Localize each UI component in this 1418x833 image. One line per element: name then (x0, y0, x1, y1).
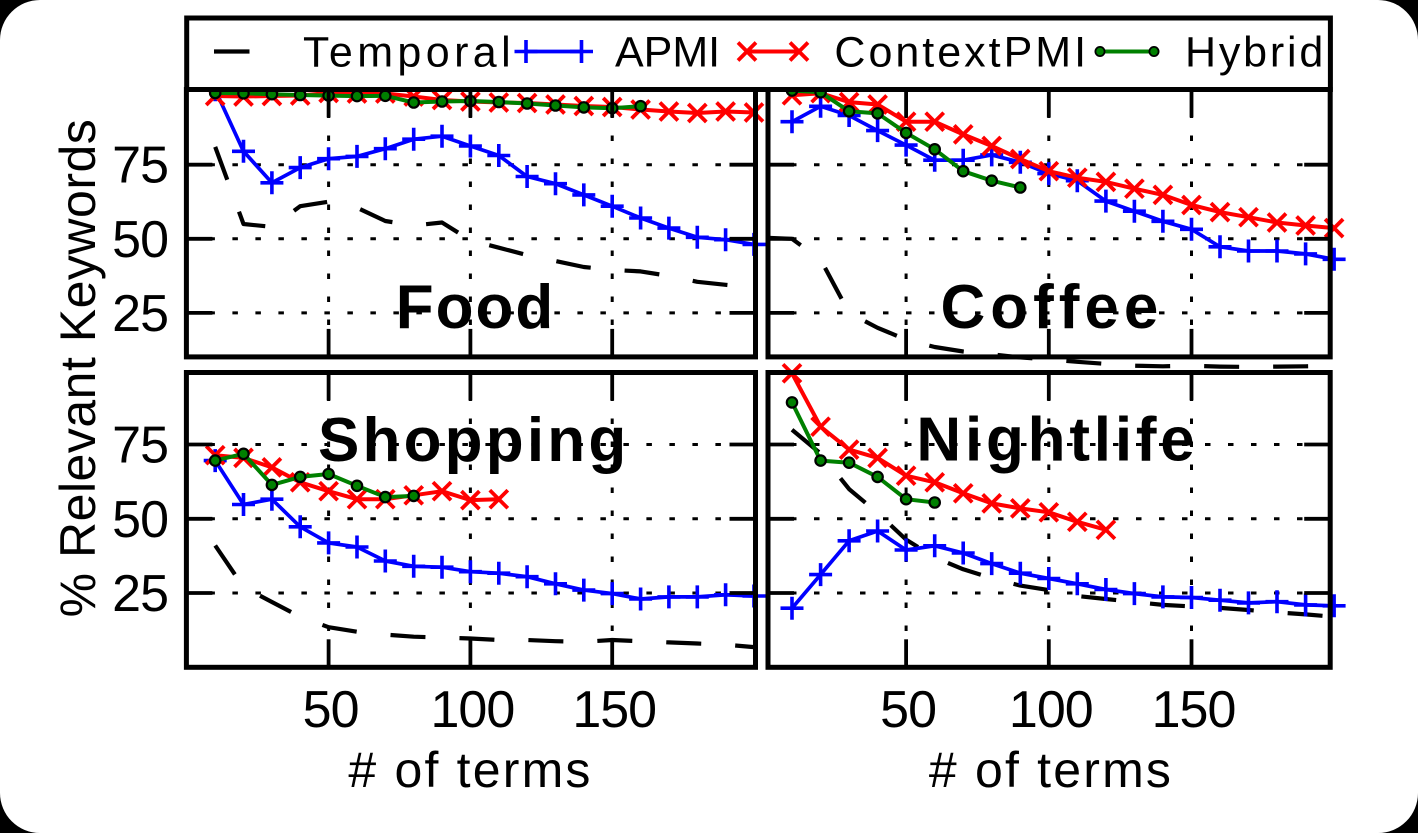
svg-text:25: 25 (112, 565, 168, 623)
svg-text:% Relevant Keywords: % Relevant Keywords (50, 119, 106, 618)
svg-text:150: 150 (572, 681, 656, 739)
svg-text:50: 50 (112, 491, 168, 549)
svg-text:Hybrid: Hybrid (1185, 28, 1326, 76)
svg-text:100: 100 (1009, 681, 1093, 739)
svg-text:50: 50 (880, 681, 936, 739)
svg-text:APMI: APMI (615, 28, 720, 76)
svg-text:25: 25 (112, 285, 168, 343)
svg-text:100: 100 (431, 681, 515, 739)
svg-text:50: 50 (303, 681, 359, 739)
svg-text:# of terms: # of terms (929, 742, 1173, 798)
svg-text:75: 75 (112, 417, 168, 475)
svg-text:75: 75 (112, 137, 168, 195)
svg-text:150: 150 (1152, 681, 1236, 739)
svg-text:ContextPMI: ContextPMI (834, 28, 1089, 76)
svg-text:Temporal: Temporal (303, 28, 515, 76)
svg-text:# of terms: # of terms (348, 742, 592, 798)
svg-text:Nightlife: Nightlife (916, 406, 1198, 475)
svg-text:Coffee: Coffee (940, 273, 1163, 342)
svg-text:50: 50 (112, 211, 168, 269)
svg-text:Food: Food (396, 273, 556, 342)
svg-text:Shopping: Shopping (318, 406, 629, 475)
